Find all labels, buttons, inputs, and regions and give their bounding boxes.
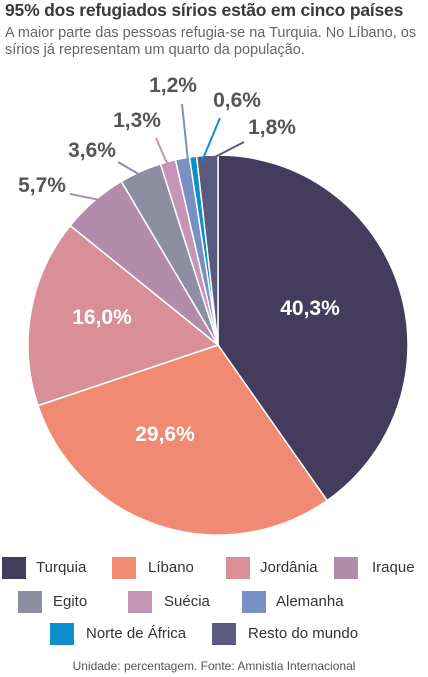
pie-slices <box>27 154 409 536</box>
legend-label-iraque: Iraque <box>372 559 415 576</box>
leader-lines <box>69 103 245 201</box>
pie-slice-jordania <box>27 224 220 407</box>
leader-line-norte-de-africa <box>201 117 221 162</box>
legend-label-jordania: Jordânia <box>260 559 318 576</box>
leader-line-iraque <box>69 193 101 201</box>
data-label-suecia: 1,3% <box>113 109 161 132</box>
data-label-resto-do-mundo: 1,8% <box>248 116 296 139</box>
data-label-egito: 3,6% <box>68 139 116 162</box>
legend-swatch-alemanha <box>242 591 266 613</box>
legend-row-2: Egito Suécia Alemanha <box>0 590 428 616</box>
leader-line-resto-do-mundo <box>212 141 245 159</box>
data-label-norte-de-africa: 0,6% <box>213 89 261 112</box>
legend-label-alemanha: Alemanha <box>276 593 344 610</box>
data-label-libano: 29,6% <box>135 423 195 446</box>
legend-swatch-libano <box>112 557 136 579</box>
legend-label-resto-do-mundo: Resto do mundo <box>248 625 359 642</box>
legend-swatch-jordania <box>226 557 250 579</box>
data-label-turquia: 40,3% <box>280 297 340 320</box>
legend-label-norte-de-africa: Norte de África <box>86 625 187 642</box>
data-labels: 40,3% 29,6% 16,0% 5,7%3,6% 1,3% 1,2% 0,6% 1,8% <box>18 74 340 446</box>
data-label-iraque: 5,7% <box>18 174 66 197</box>
legend-row-1: Turquia Líbano Jordânia Iraque <box>0 556 428 582</box>
legend-swatch-turquia <box>2 557 26 579</box>
pie-slice-turquia <box>217 154 409 502</box>
leader-line-alemanha <box>181 103 189 162</box>
legend-label-libano: Líbano <box>148 559 194 576</box>
legend-swatch-resto-do-mundo <box>212 623 236 645</box>
legend-swatch-suecia <box>128 591 152 613</box>
legend-label-suecia: Suécia <box>164 593 210 610</box>
chart-subtitle: A maior parte das pessoas refugia-se na … <box>5 25 417 58</box>
data-label-alemanha: 1,2% <box>149 74 197 97</box>
legend-label-turquia: Turquia <box>36 559 87 576</box>
legend-swatch-iraque <box>334 557 358 579</box>
legend-swatch-egito <box>18 591 42 613</box>
chart-title: 95% dos refugiados sírios estão em cinco… <box>5 0 404 20</box>
pie-chart: 40,3% 29,6% 16,0% 5,7%3,6% 1,3% 1,2% 0,6% 1,8% <box>18 74 409 536</box>
leader-line-suecia <box>155 137 171 171</box>
data-label-jordania: 16,0% <box>72 306 132 329</box>
pie-slice-libano <box>36 344 329 536</box>
legend-row-3: Norte de África Resto do mundo <box>0 622 428 648</box>
footer-source: Unidade: percentagem. Fonte: Amnistia In… <box>72 659 356 673</box>
legend-label-egito: Egito <box>53 593 88 610</box>
legend-swatch-norte-de-africa <box>50 623 74 645</box>
leader-line-egito <box>117 161 143 177</box>
